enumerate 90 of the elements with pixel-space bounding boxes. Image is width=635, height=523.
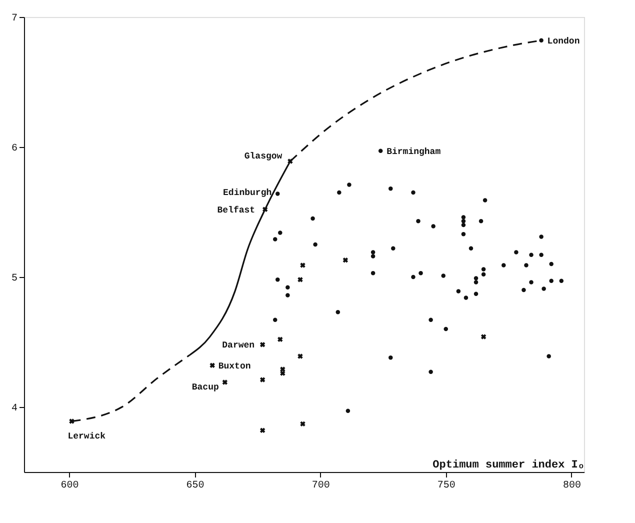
point xyxy=(300,421,306,427)
annotation: Darwen xyxy=(222,340,255,351)
point xyxy=(428,370,433,374)
point xyxy=(549,278,554,284)
point xyxy=(370,250,376,254)
point xyxy=(337,190,342,195)
annotation: Edinburgh xyxy=(223,188,272,198)
point xyxy=(336,310,340,314)
point xyxy=(514,250,518,254)
point xyxy=(461,215,466,220)
point xyxy=(524,263,528,268)
point xyxy=(278,230,282,235)
point xyxy=(222,380,228,385)
point xyxy=(310,216,315,221)
point xyxy=(313,242,318,247)
point xyxy=(461,218,466,224)
point xyxy=(481,272,486,277)
point xyxy=(549,262,554,266)
point xyxy=(474,276,478,280)
point xyxy=(474,280,478,284)
point xyxy=(298,354,303,359)
point xyxy=(418,270,423,276)
y-tick-label: 4 xyxy=(11,404,18,414)
point xyxy=(370,254,376,258)
point xyxy=(502,263,506,268)
x-tick-label: 700 xyxy=(312,480,330,492)
point xyxy=(278,336,283,342)
point xyxy=(391,246,396,251)
point xyxy=(210,362,215,368)
annotation: Buxton xyxy=(218,361,251,372)
y-tick-label: 5 xyxy=(11,274,18,284)
point xyxy=(273,237,278,242)
point xyxy=(529,280,534,284)
annotation: Bacup xyxy=(192,382,219,392)
point xyxy=(411,274,416,280)
point xyxy=(474,292,478,296)
y-tick-label: 6 xyxy=(11,144,18,154)
point xyxy=(273,318,278,322)
point xyxy=(559,278,564,284)
point xyxy=(546,354,551,358)
point xyxy=(280,366,286,372)
point xyxy=(478,218,484,224)
point xyxy=(428,318,433,322)
point xyxy=(416,218,420,224)
x-tick-label: 750 xyxy=(437,480,456,492)
point xyxy=(461,222,466,228)
point xyxy=(286,293,290,298)
point xyxy=(378,148,383,154)
point xyxy=(260,342,266,348)
point xyxy=(529,252,534,258)
point xyxy=(260,377,266,382)
point xyxy=(388,355,393,360)
y-tick-label: 7 xyxy=(11,14,18,24)
x-axis-title: Optimum summer index Iₒ xyxy=(432,460,584,472)
point xyxy=(539,38,544,43)
point xyxy=(456,289,461,294)
annotation: Birmingham xyxy=(386,146,442,157)
point xyxy=(347,182,352,187)
annotation: Belfast xyxy=(217,205,256,216)
point xyxy=(480,334,486,340)
point xyxy=(370,270,376,276)
point xyxy=(298,276,303,282)
point xyxy=(464,296,468,300)
point xyxy=(342,257,348,263)
point xyxy=(276,277,280,282)
point xyxy=(300,262,306,268)
annotation: Lerwick xyxy=(68,431,106,442)
annotation: London xyxy=(547,36,580,46)
point xyxy=(276,192,280,196)
point xyxy=(482,198,488,202)
point xyxy=(441,274,446,278)
point xyxy=(481,267,486,272)
point xyxy=(522,288,526,292)
point xyxy=(388,186,393,191)
point xyxy=(461,232,466,236)
point xyxy=(542,286,546,291)
x-tick-label: 600 xyxy=(60,480,79,492)
x-tick-label: 800 xyxy=(562,480,581,492)
point xyxy=(431,224,436,228)
point xyxy=(411,190,416,195)
point xyxy=(468,246,474,251)
point xyxy=(539,234,544,239)
annotation: Glasgow xyxy=(244,151,283,162)
point xyxy=(539,252,544,258)
point xyxy=(280,370,286,376)
x-tick-label: 650 xyxy=(186,480,204,492)
point xyxy=(260,428,266,434)
point xyxy=(346,408,350,414)
point xyxy=(444,326,448,332)
point xyxy=(286,285,290,290)
